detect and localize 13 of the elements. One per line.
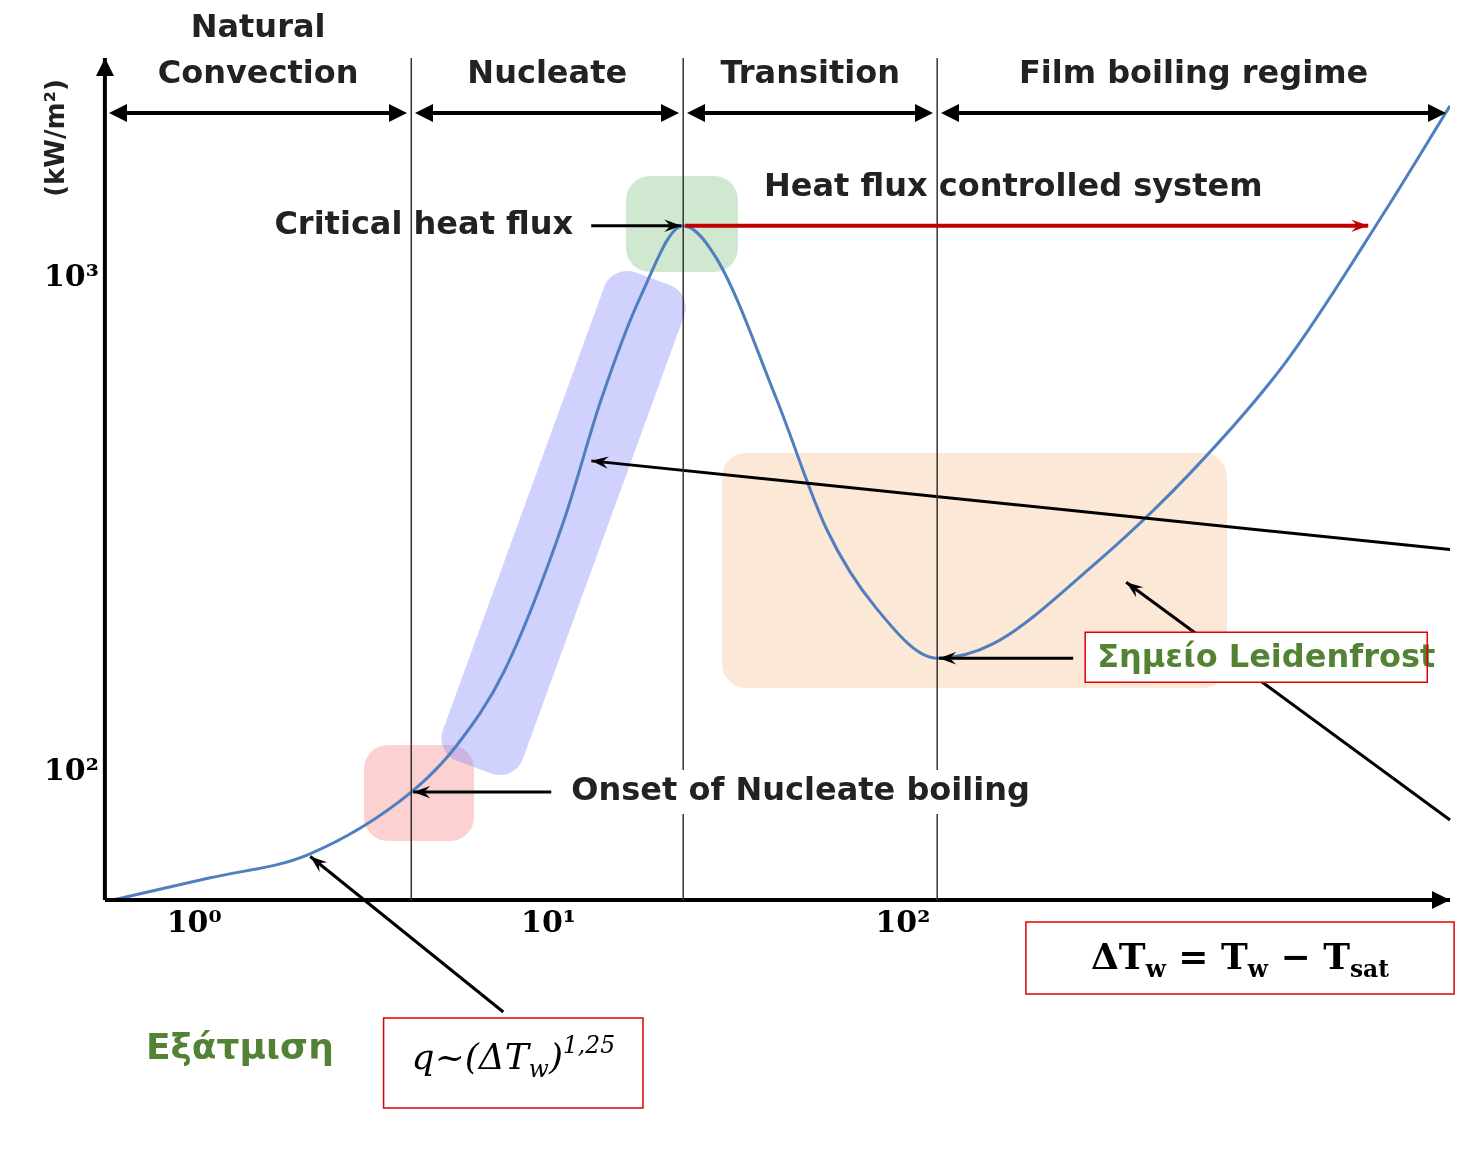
annotation: Transition <box>720 53 900 92</box>
annotation: Natural Convection <box>157 7 359 92</box>
annotation: Nucleate <box>467 53 628 92</box>
annotation: Film boiling regime <box>1018 53 1369 92</box>
x-tick-label: 10² <box>875 903 931 939</box>
annotation: Critical heat flux <box>274 204 574 243</box>
annotation: Onset of Nucleate boiling <box>571 770 1030 809</box>
y-axis-title: (kW/m²) <box>39 79 70 197</box>
text: Εξάτμιση <box>146 1026 334 1068</box>
y-tick-label: 10³ <box>44 258 99 294</box>
x-tick-label: 10⁰ <box>166 903 222 939</box>
x-tick-label: 10¹ <box>521 903 576 939</box>
annotation: Heat flux controlled system <box>763 166 1263 205</box>
